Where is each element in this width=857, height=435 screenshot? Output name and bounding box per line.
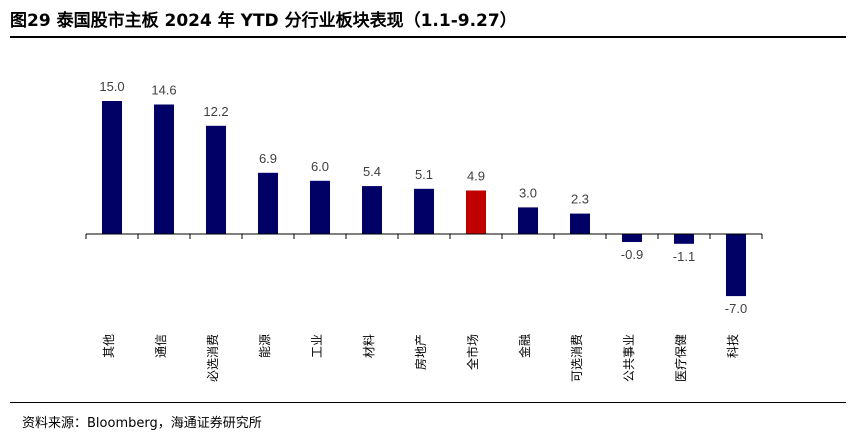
chart-title: 图29 泰国股市主板 2024 年 YTD 分行业板块表现（1.1-9.27） bbox=[10, 11, 517, 31]
category-label: 房地产 bbox=[413, 334, 428, 370]
bar-1 bbox=[154, 104, 174, 234]
category-label: 医疗保健 bbox=[674, 334, 688, 382]
bar-4 bbox=[310, 180, 330, 234]
value-label: 5.4 bbox=[363, 164, 381, 179]
category-label: 金融 bbox=[517, 334, 532, 358]
category-label: 科技 bbox=[726, 334, 740, 358]
bar-12 bbox=[726, 234, 746, 297]
value-label: -7.0 bbox=[725, 301, 747, 316]
category-label: 其他 bbox=[102, 334, 116, 358]
category-label: 全市场 bbox=[465, 334, 480, 370]
value-label: 2.3 bbox=[571, 192, 589, 207]
value-label: 6.9 bbox=[259, 151, 277, 166]
title-rule bbox=[10, 36, 846, 38]
bar-7 bbox=[466, 190, 486, 234]
value-label: 5.1 bbox=[415, 167, 433, 182]
value-label: 4.9 bbox=[467, 169, 485, 184]
value-label: 6.0 bbox=[311, 159, 329, 174]
value-label: 12.2 bbox=[203, 104, 228, 119]
bar-3 bbox=[258, 172, 278, 234]
value-label: 15.0 bbox=[99, 79, 124, 94]
bar-8 bbox=[518, 207, 538, 234]
value-labels-group: 15.0 14.6 12.2 6.9 6.0 5.4 5.1 4.9 3.0 2.3 -0.9 -1.… bbox=[99, 79, 747, 316]
axis-ticks-group bbox=[85, 234, 763, 239]
bar-10 bbox=[622, 234, 642, 242]
bar-5 bbox=[362, 186, 382, 234]
bar-9 bbox=[570, 213, 590, 234]
bars-group bbox=[102, 101, 746, 297]
category-label: 公共事业 bbox=[622, 334, 636, 382]
source-note: 资料来源：Bloomberg，海通证券研究所 bbox=[22, 416, 262, 431]
bar-6 bbox=[414, 188, 434, 234]
category-label: 能源 bbox=[258, 334, 272, 358]
value-label: 3.0 bbox=[519, 185, 537, 200]
category-label: 材料 bbox=[362, 334, 376, 358]
bar-2 bbox=[206, 125, 226, 234]
bottom-rule bbox=[10, 402, 846, 403]
category-label: 工业 bbox=[310, 334, 324, 358]
bar-chart: 15.0 14.6 12.2 6.9 6.0 5.4 5.1 4.9 3.0 2.3 -0.9 -1.… bbox=[85, 79, 763, 382]
category-label: 通信 bbox=[154, 334, 168, 358]
value-label: 14.6 bbox=[151, 83, 176, 98]
category-label: 可选消费 bbox=[570, 334, 584, 382]
category-label: 必选消费 bbox=[206, 334, 220, 382]
category-labels-group: 其他 通信 必选消费 能源 工业 材料 房地产 全市场 金融 可选消费 公共事业 医疗保健 科技 bbox=[102, 334, 740, 382]
value-label: -1.1 bbox=[673, 249, 695, 264]
value-label: -0.9 bbox=[621, 247, 643, 262]
bar-11 bbox=[674, 234, 694, 244]
bar-0 bbox=[102, 101, 122, 234]
